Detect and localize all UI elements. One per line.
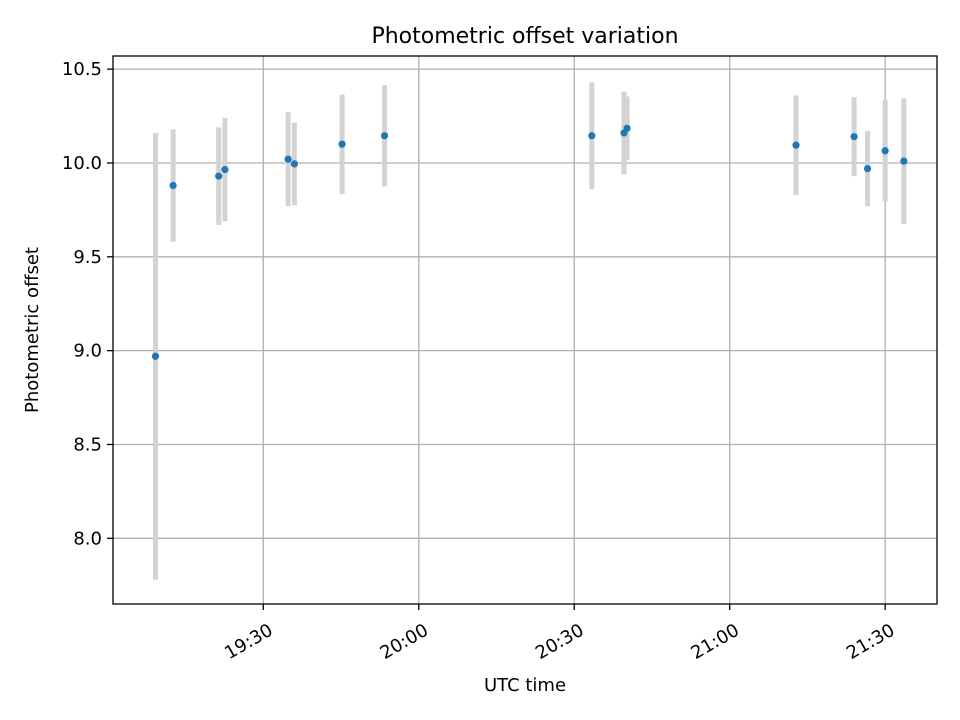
data-point — [588, 132, 596, 140]
y-tick-label: 10.0 — [62, 153, 102, 174]
x-tick-label: 20:30 — [532, 620, 587, 664]
data-point — [881, 147, 889, 155]
chart-title: Photometric offset variation — [371, 24, 678, 49]
data-point — [850, 133, 858, 141]
y-tick-label: 9.5 — [73, 247, 102, 268]
data-point — [792, 141, 800, 149]
data-point — [863, 165, 872, 173]
x-axis-label: UTC time — [484, 675, 566, 696]
y-axis-label: Photometric offset — [22, 247, 43, 413]
data-point — [338, 140, 346, 148]
data-point — [221, 165, 229, 174]
y-tick-label: 10.5 — [62, 59, 102, 80]
y-tick-label: 8.5 — [73, 434, 102, 455]
error-bars — [152, 82, 907, 580]
y-tick-label: 8.0 — [73, 528, 102, 549]
data-point — [169, 181, 177, 190]
plot-frame — [112, 55, 938, 605]
data-points — [151, 124, 908, 360]
x-tick-label: 21:00 — [688, 620, 743, 664]
data-point — [380, 132, 389, 140]
data-point — [900, 157, 908, 165]
grid-lines — [113, 56, 937, 604]
x-tick-label: 20:00 — [377, 620, 432, 664]
data-point — [284, 155, 292, 163]
data-point — [215, 172, 223, 180]
y-tick-label: 9.0 — [73, 341, 102, 362]
data-point — [151, 352, 160, 360]
x-tick-label: 19:30 — [221, 620, 276, 664]
x-tick-label: 21:30 — [843, 620, 898, 664]
axis-ticks: 19:30 20:00 20:30 21:00 21:30 8.0 8.5 9.0 9.5 10.… — [62, 59, 899, 664]
data-point — [623, 124, 631, 132]
data-point — [290, 160, 298, 168]
